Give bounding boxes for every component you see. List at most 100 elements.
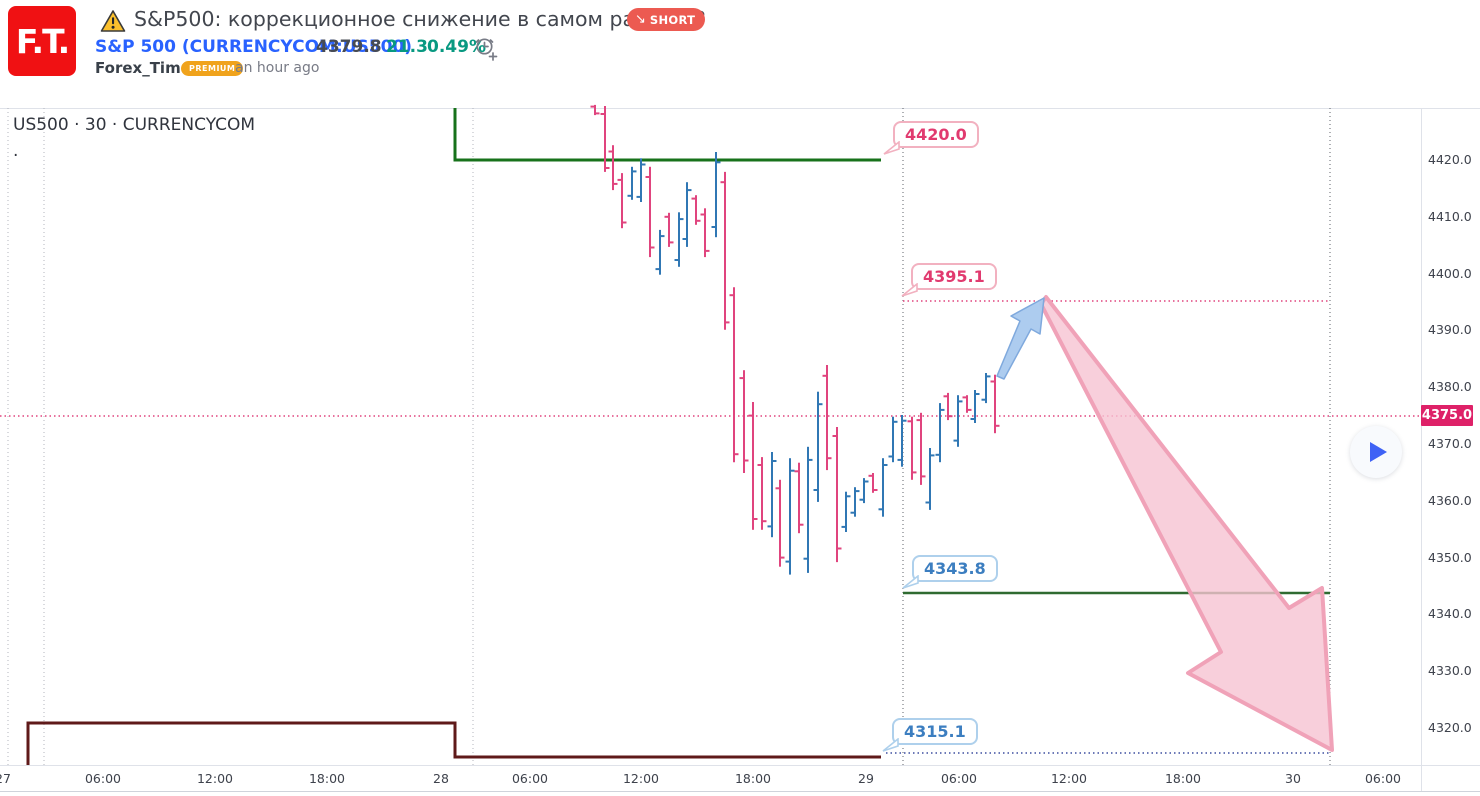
ohlc-bar (748, 402, 758, 530)
price-axis-label: 4330.0 (1428, 663, 1472, 678)
price-axis-label: 4390.0 (1428, 322, 1472, 337)
header-change: 21.3 (386, 37, 428, 57)
ohlc-bar (600, 106, 610, 172)
time-axis-label: 12:00 (622, 771, 660, 786)
ohlc-bar (720, 171, 730, 330)
ohlc-bar (888, 416, 898, 463)
price-axis-label: 4320.0 (1428, 720, 1472, 735)
ohlc-bar (943, 392, 953, 421)
ohlc-bar (962, 395, 972, 413)
play-button[interactable] (1350, 426, 1402, 478)
short-arrow-icon: ↘ (635, 12, 646, 27)
chart-symbol-label[interactable]: US500 · 30 · CURRENCYCOM (13, 115, 256, 135)
warning-icon (100, 10, 126, 32)
ohlc-bar (729, 287, 739, 463)
ohlc-bar (608, 145, 618, 191)
ohlc-bar (785, 458, 795, 575)
time-axis-label: 12:00 (1050, 771, 1088, 786)
time-axis-label: 18:00 (1164, 771, 1202, 786)
ohlc-bar (617, 173, 627, 229)
time-axis-label: 18:00 (308, 771, 346, 786)
price-callout: 4315.1 (882, 718, 978, 752)
header-change-percent: 0.49% (427, 37, 486, 57)
ohlc-bar (868, 473, 878, 493)
time-axis-divider (0, 765, 1480, 766)
time-axis-label: 12:00 (196, 771, 234, 786)
author-name[interactable]: Forex_Times (95, 59, 200, 77)
ohlc-bar (691, 195, 701, 225)
ohlc-bar (822, 365, 832, 471)
ohlc-bar (775, 479, 785, 567)
ohlc-bar (655, 229, 665, 275)
ohlc-bar (970, 390, 980, 423)
price-axis-label: 4370.0 (1428, 436, 1472, 451)
ohlc-bar (636, 158, 646, 202)
ohlc-bar (590, 104, 600, 116)
price-axis-label: 4410.0 (1428, 209, 1472, 224)
header-last-price: 4379.8 (316, 37, 382, 57)
ohlc-bar (757, 457, 767, 530)
price-callout: 4395.1 (901, 263, 997, 297)
time-axis-label: 06:00 (940, 771, 978, 786)
ohlc-bar (981, 373, 991, 404)
ohlc-bar (794, 462, 804, 534)
ohlc-bar (682, 182, 692, 247)
published-time: an hour ago (235, 60, 320, 76)
ohlc-bar (711, 152, 721, 238)
idea-title[interactable]: S&P500: коррекционное снижение в самом р… (134, 7, 706, 31)
ohlc-bar (916, 412, 926, 485)
support-step-line (26, 721, 881, 765)
price-axis-label: 4350.0 (1428, 550, 1472, 565)
ohlc-bar (990, 374, 1000, 434)
ohlc-bar (664, 212, 674, 247)
forex-times-logo[interactable]: F.T. (8, 6, 76, 76)
play-icon (1370, 442, 1387, 462)
ohlc-bar (850, 487, 860, 517)
ohlc-bar (645, 166, 655, 258)
time-axis-label: 06:00 (511, 771, 549, 786)
symbol-link[interactable]: S&P 500 (CURRENCYCOM:US500) (95, 37, 413, 57)
resistance-step-line (453, 108, 881, 162)
chart-bottom-border (0, 791, 1480, 792)
ohlc-bar (832, 427, 842, 563)
ohlc-bar (897, 415, 907, 467)
time-axis-label: 27 (0, 771, 11, 786)
price-callout: 4343.8 (902, 555, 998, 589)
ohlc-bar (739, 370, 749, 473)
time-axis-label: 30 (1285, 771, 1301, 786)
ohlc-bar (627, 166, 637, 200)
price-axis-label: 4420.0 (1428, 152, 1472, 167)
chart-top-border (0, 108, 1480, 109)
ohlc-bar (674, 212, 684, 267)
ohlc-bar (767, 452, 777, 538)
ohlc-bar (841, 491, 851, 532)
direction-badge-short[interactable]: ↘ SHORT (627, 8, 706, 31)
ohlc-bar (859, 478, 869, 504)
ohlc-bar (700, 208, 710, 258)
price-axis-label: 4380.0 (1428, 379, 1472, 394)
price-callout: 4420.0 (883, 121, 979, 155)
premium-badge: PREMIUM (181, 61, 244, 76)
price-axis-label: 4340.0 (1428, 606, 1472, 621)
time-axis-label: 28 (433, 771, 449, 786)
up-arrow (996, 297, 1045, 380)
ohlc-bar (935, 403, 945, 463)
price-axis-divider (1421, 108, 1422, 791)
ohlc-bar (878, 458, 888, 517)
add-alert-icon[interactable] (473, 35, 499, 61)
price-axis-label: 4360.0 (1428, 493, 1472, 508)
ohlc-bar (953, 395, 963, 447)
time-axis-label: 29 (858, 771, 874, 786)
time-axis-label: 06:00 (1364, 771, 1402, 786)
ohlc-bar (907, 416, 917, 480)
time-axis-label: 06:00 (84, 771, 122, 786)
down-arrow (1039, 295, 1334, 752)
ohlc-bar (925, 448, 935, 510)
short-badge-label: SHORT (649, 12, 696, 27)
price-axis-label: 4400.0 (1428, 266, 1472, 281)
ohlc-bar (813, 391, 823, 502)
time-axis-label: 18:00 (734, 771, 772, 786)
chart-indicator-label: . (13, 141, 19, 161)
last-price-tag: 4375.0 (1421, 405, 1473, 426)
